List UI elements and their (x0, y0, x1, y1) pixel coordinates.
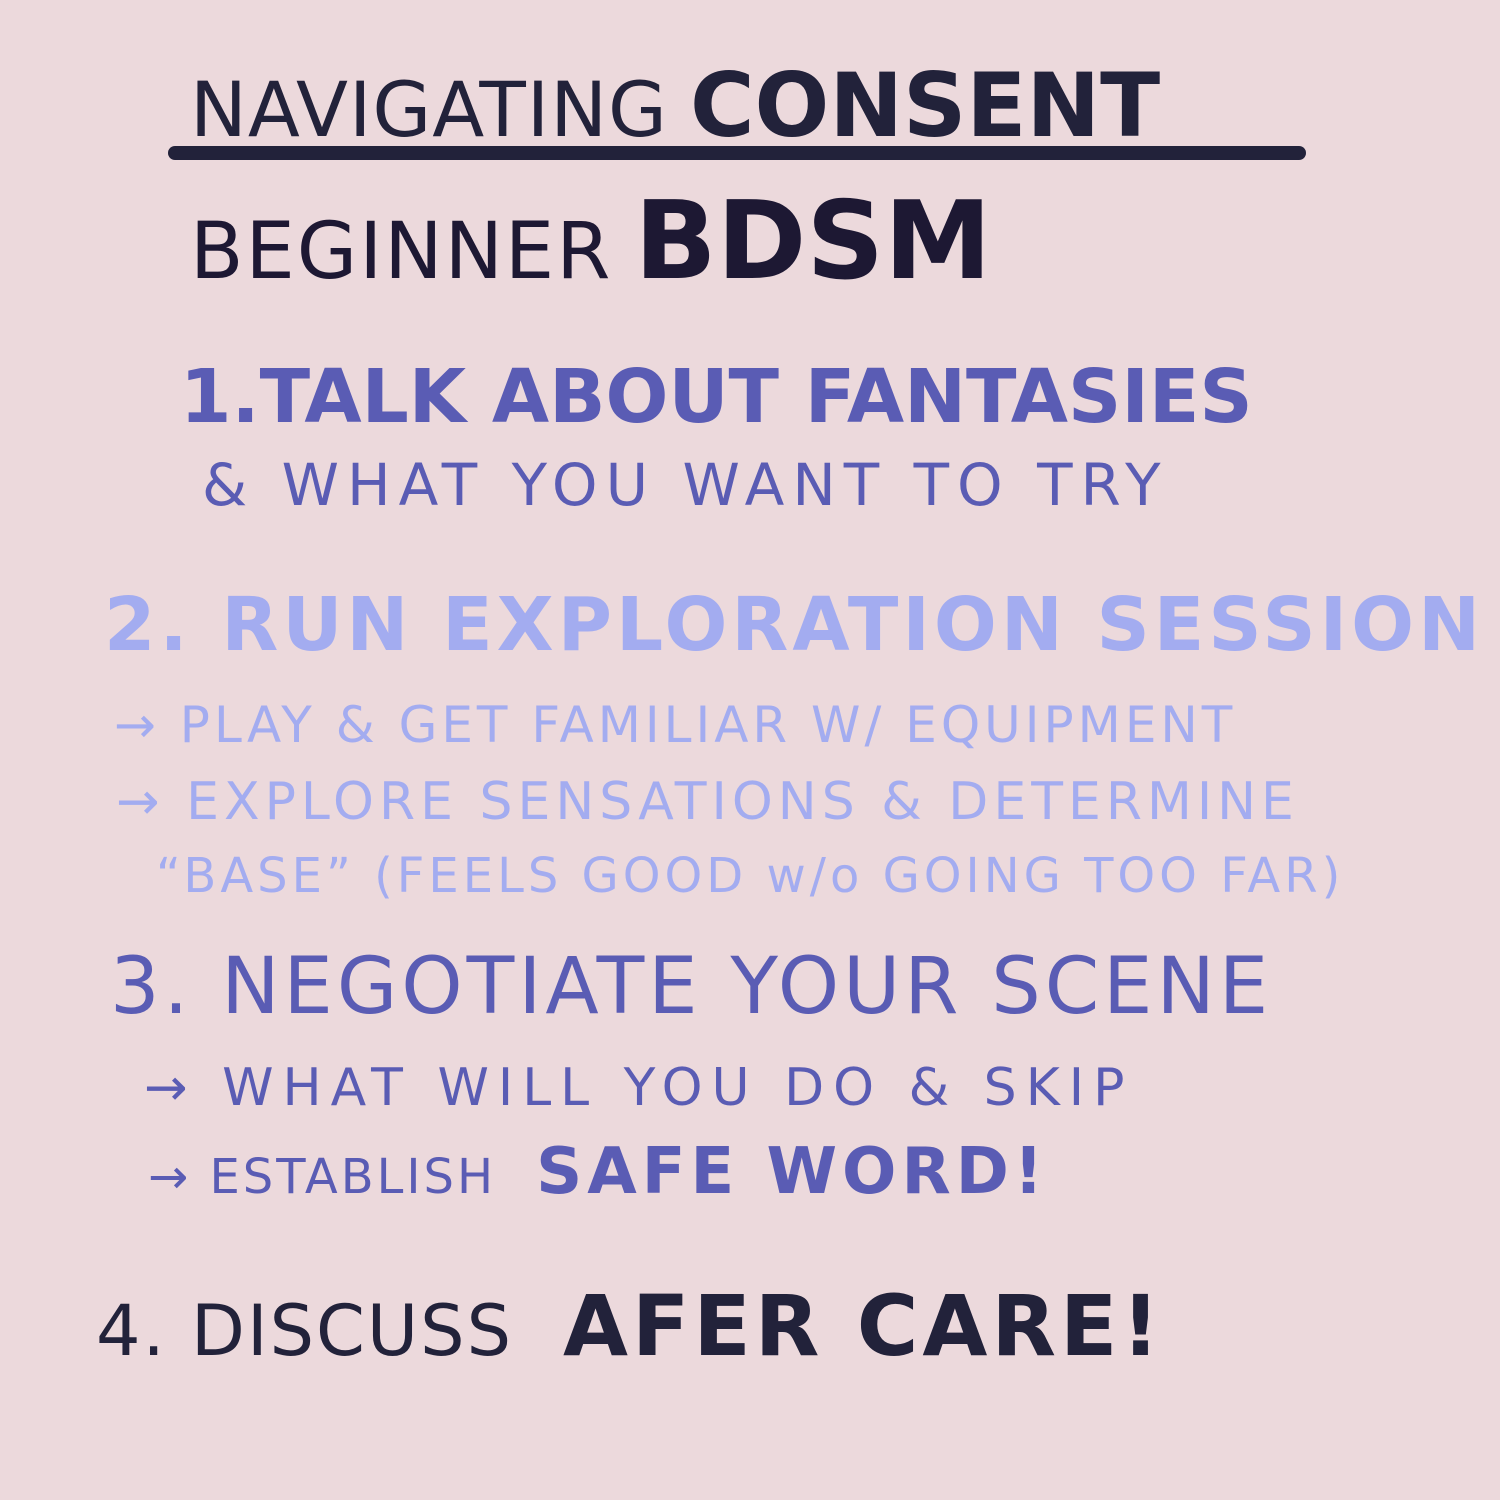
title-emphasis-bdsm: BDSM (634, 179, 992, 304)
step-3-establish-text: → ESTABLISH (148, 1149, 497, 1205)
step-2-bullet-sensations: → EXPLORE SENSATIONS & DETERMINE (116, 772, 1299, 832)
step-4-after-care-emphasis: AFER CARE! (563, 1277, 1164, 1375)
title-line-navigating-consent: NAVIGATING CONSENT (190, 62, 1160, 150)
title-emphasis-consent: CONSENT (689, 54, 1161, 157)
step-2-bullet-sensations-continued: “BASE” (FEELS GOOD w/o GOING TOO FAR) (156, 848, 1345, 904)
step-2-heading: 2. RUN EXPLORATION SESSION (104, 582, 1484, 668)
step-3-heading: 3. NEGOTIATE YOUR SCENE (110, 942, 1273, 1032)
step-3-safe-word-emphasis: SAFE WORD! (536, 1135, 1049, 1209)
title-line-beginner-bdsm: BEGINNER BDSM (190, 188, 992, 296)
title-divider (168, 146, 1306, 160)
step-4-heading: 4. DISCUSS AFER CARE! (96, 1284, 1164, 1368)
step-1-heading: 1.TALK ABOUT FANTASIES (180, 354, 1253, 440)
title-prefix-navigating: NAVIGATING (190, 65, 668, 154)
step-3-bullet-do-skip: → WHAT WILL YOU DO & SKIP (144, 1058, 1134, 1118)
step-4-discuss-text: 4. DISCUSS (96, 1290, 513, 1372)
title-prefix-beginner: BEGINNER (190, 207, 613, 297)
step-1-subtext: & WHAT YOU WANT TO TRY (202, 451, 1169, 519)
step-2-bullet-equipment: → PLAY & GET FAMILIAR W/ EQUIPMENT (114, 696, 1237, 754)
step-3-bullet-safe-word: → ESTABLISH SAFE WORD! (148, 1140, 1048, 1204)
